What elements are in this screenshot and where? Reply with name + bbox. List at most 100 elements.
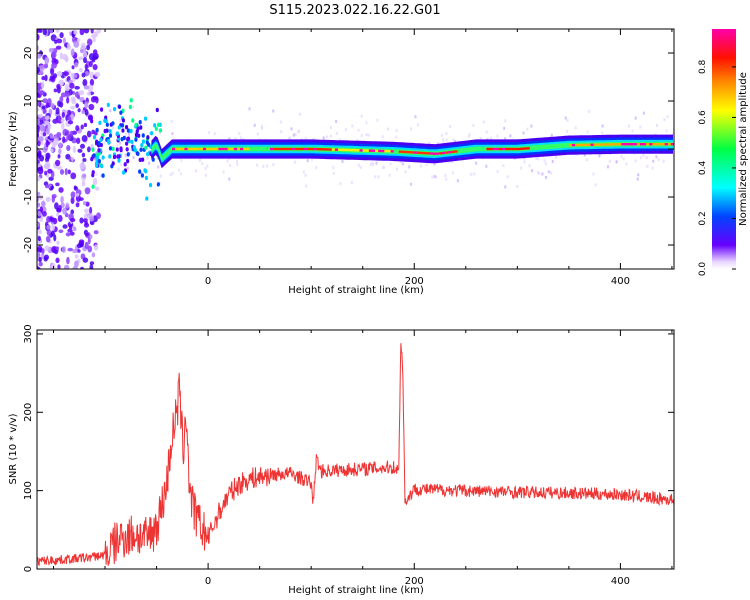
noise-point bbox=[56, 240, 60, 245]
haze-point bbox=[272, 109, 275, 113]
haze-point bbox=[297, 130, 300, 134]
noise-point bbox=[42, 29, 47, 36]
haze-point bbox=[180, 172, 183, 176]
ridge-core-point bbox=[378, 149, 382, 153]
noise-point bbox=[59, 52, 64, 60]
y-tick-label: 0 bbox=[23, 566, 34, 572]
noise-point bbox=[83, 29, 90, 34]
haze-point bbox=[329, 125, 332, 129]
noise-point bbox=[62, 207, 67, 215]
ridge-core-point bbox=[414, 151, 418, 154]
ridge-core-point bbox=[646, 143, 650, 146]
x-tick-label: 200 bbox=[405, 276, 424, 287]
noise-point bbox=[89, 261, 95, 266]
noise-point bbox=[81, 72, 86, 78]
noise-point bbox=[78, 239, 85, 245]
haze-point bbox=[652, 159, 655, 163]
haze-point bbox=[350, 180, 353, 184]
haze-point bbox=[357, 163, 360, 167]
noise-point bbox=[78, 90, 85, 96]
ridge-core-point bbox=[571, 143, 576, 147]
colorbar-tick-label: 0.8 bbox=[698, 59, 708, 74]
haze-point bbox=[550, 133, 553, 137]
noise-point bbox=[66, 134, 71, 141]
haze-point bbox=[662, 159, 665, 163]
ridge-core-point bbox=[316, 147, 320, 151]
noise-point bbox=[67, 169, 71, 175]
haze-point bbox=[371, 161, 374, 165]
noise-point bbox=[90, 34, 97, 39]
haze-point bbox=[445, 177, 448, 181]
haze-point bbox=[377, 175, 380, 179]
haze-point bbox=[454, 139, 457, 143]
haze-point bbox=[445, 131, 448, 135]
ridge-core-point bbox=[454, 150, 458, 153]
ridge-point bbox=[121, 118, 126, 123]
haze-point bbox=[110, 131, 113, 135]
haze-point bbox=[322, 136, 325, 140]
ridge-core-point bbox=[178, 147, 182, 151]
noise-point bbox=[58, 142, 62, 148]
haze-point bbox=[306, 159, 309, 163]
ridge-core-point bbox=[368, 149, 373, 152]
haze-point bbox=[119, 141, 122, 145]
haze-point bbox=[329, 134, 332, 138]
haze-point bbox=[636, 177, 639, 181]
noise-point bbox=[82, 257, 89, 263]
haze-point bbox=[451, 171, 454, 175]
spectrogram-x-label: Height of straight line (km) bbox=[288, 285, 424, 296]
noise-point bbox=[79, 217, 84, 224]
ridge-core-point bbox=[501, 147, 506, 151]
ridge-core-point bbox=[193, 147, 197, 151]
noise-point bbox=[70, 156, 74, 162]
ridge-point bbox=[92, 153, 96, 158]
haze-point bbox=[634, 159, 637, 163]
haze-point bbox=[625, 162, 628, 166]
noise-point bbox=[58, 148, 62, 155]
noise-point bbox=[37, 229, 42, 235]
noise-point bbox=[74, 254, 79, 259]
haze-point bbox=[272, 163, 275, 167]
noise-point bbox=[44, 161, 51, 170]
noise-point bbox=[41, 105, 46, 110]
noise-point bbox=[42, 98, 48, 104]
haze-point bbox=[204, 166, 207, 170]
ridge-point bbox=[138, 120, 142, 125]
ridge-point bbox=[105, 122, 109, 127]
haze-point bbox=[627, 124, 630, 128]
noise-point bbox=[75, 202, 80, 208]
ridge-point bbox=[148, 182, 153, 188]
ridge-core-point bbox=[408, 151, 412, 154]
ridge-point bbox=[94, 141, 99, 146]
ridge-point bbox=[121, 170, 126, 175]
x-tick-label: 200 bbox=[405, 576, 424, 587]
noise-point bbox=[42, 210, 47, 217]
noise-point bbox=[63, 71, 69, 77]
noise-point bbox=[89, 234, 93, 240]
ridge-point bbox=[134, 132, 139, 138]
haze-point bbox=[594, 183, 597, 187]
noise-point bbox=[47, 168, 53, 174]
haze-point bbox=[260, 126, 263, 130]
ridge-core-point bbox=[233, 147, 238, 151]
noise-point bbox=[69, 218, 76, 223]
noise-point bbox=[83, 208, 90, 214]
noise-point bbox=[45, 196, 51, 202]
noise-point bbox=[89, 216, 95, 222]
noise-point bbox=[55, 159, 61, 167]
noise-point bbox=[37, 222, 40, 228]
noise-point bbox=[92, 64, 98, 71]
haze-point bbox=[109, 141, 112, 145]
noise-point bbox=[65, 55, 69, 63]
haze-point bbox=[504, 137, 507, 141]
ridge-core-point bbox=[347, 148, 351, 152]
haze-point bbox=[608, 159, 611, 163]
noise-point bbox=[65, 232, 71, 237]
ridge-core-point bbox=[581, 143, 585, 147]
haze-point bbox=[409, 127, 412, 131]
haze-point bbox=[485, 164, 488, 168]
haze-point bbox=[222, 170, 225, 174]
noise-point bbox=[88, 60, 93, 68]
ridge-point bbox=[128, 104, 132, 110]
ridge-point bbox=[112, 154, 117, 160]
